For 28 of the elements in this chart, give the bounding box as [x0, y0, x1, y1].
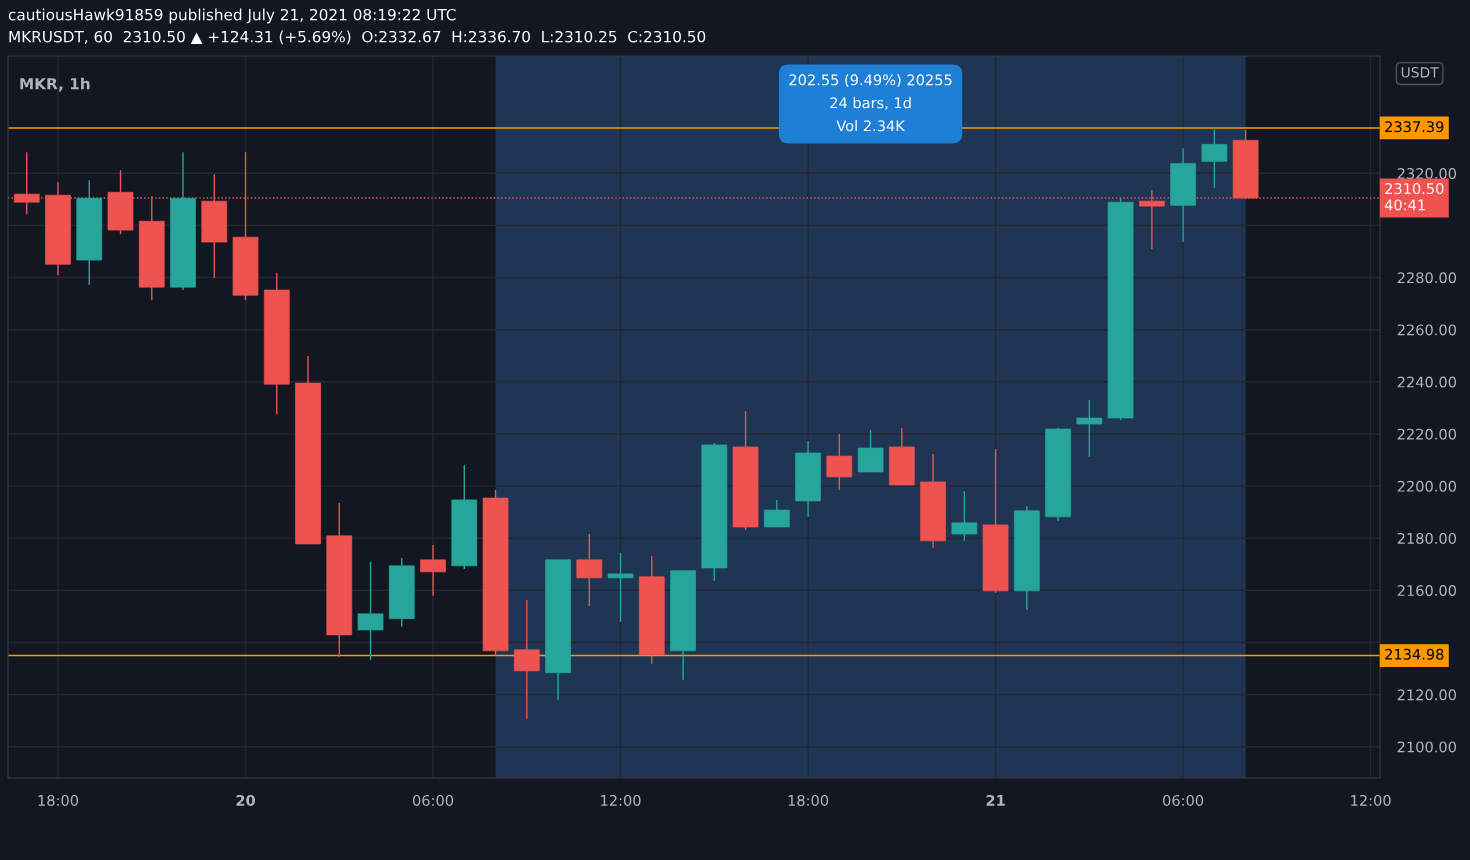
x-tick-label: 12:00 [1351, 794, 1391, 806]
ref-line-label: 2310.50 40:41 [1384, 183, 1444, 211]
y-tick-label: 2120.00 [1397, 689, 1456, 701]
y-axis-title: USDT [1401, 67, 1439, 78]
annotation: 202.55 (9.49%) 20255 24 bars, 1d Vol 2.34K [789, 74, 952, 132]
ref-line-label: 2134.98 [1385, 648, 1444, 660]
x-tick-label: 06:00 [1163, 794, 1204, 806]
chart-title: MKRUSDT, 60 2310.50 ▲ +124.31 (+5.69%) O:2332.67 H:2336.70 L:2310.25 C:2310.50 [9, 30, 706, 45]
candlestick [607, 552, 634, 623]
y-tick-label: 2220.00 [1397, 428, 1456, 440]
y-tick-label: 2320.00 [1397, 168, 1456, 180]
x-tick-label: 18:00 [38, 794, 79, 806]
y-tick-label: 2180.00 [1397, 532, 1456, 544]
y-tick-label: 2200.00 [1397, 480, 1456, 492]
y-tick-label: 2260.00 [1397, 324, 1456, 336]
x-tick-label: 06:00 [412, 794, 454, 806]
x-tick-label: 12:00 [601, 794, 641, 806]
ref-line-label: 2337.39 [1385, 121, 1444, 133]
x-tick-label: 18:00 [788, 794, 829, 806]
y-tick-label: 2280.00 [1397, 272, 1456, 284]
y-tick-label: 2240.00 [1397, 376, 1456, 388]
text: MKR, 1h [20, 77, 90, 92]
candlestick [1076, 399, 1103, 458]
y-tick-label: 2100.00 [1397, 741, 1456, 753]
x-tick-label: 20 [236, 794, 255, 806]
y-tick-label: 2160.00 [1397, 585, 1456, 597]
text: cautiousHawk91859 published July 21, 2021 08:19:22 UTC [8, 8, 456, 24]
x-tick-label: 21 [986, 794, 1005, 806]
